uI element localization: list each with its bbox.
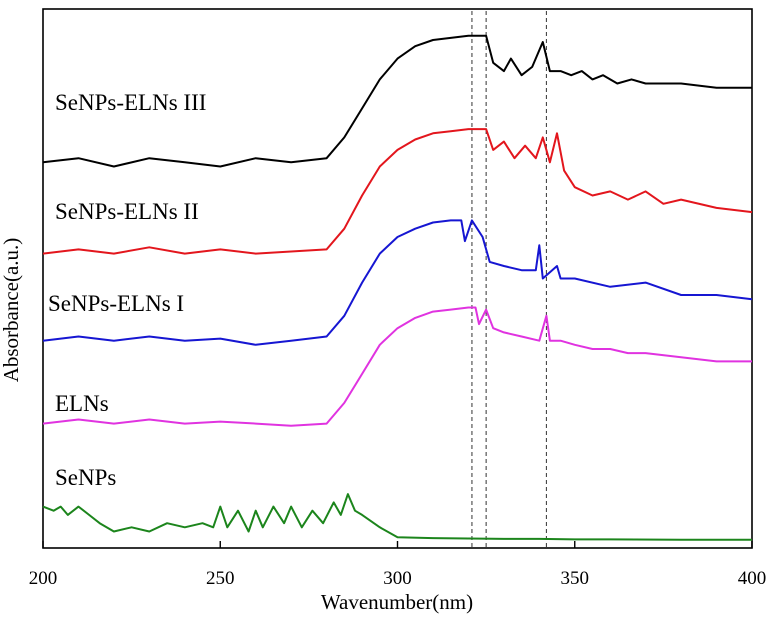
x-axis-label: Wavenumber(nm) xyxy=(321,590,473,614)
series-line-senps-elns-i xyxy=(42,219,753,346)
series-label-elns: ELNs xyxy=(55,391,109,416)
x-tick-label-300: 300 xyxy=(383,568,412,589)
x-axis-ticks: 200 250 300 350 400 xyxy=(29,541,767,589)
series-label-senps-elns-i: SeNPs-ELNs I xyxy=(48,291,184,316)
series-label-senps-elns-iii: SeNPs-ELNs III xyxy=(55,90,206,115)
x-tick-label-200: 200 xyxy=(29,568,58,589)
series-line-senps-elns-iii xyxy=(42,34,752,168)
x-tick-label-350: 350 xyxy=(561,568,590,589)
x-tick-label-400: 400 xyxy=(738,568,767,589)
series-group xyxy=(42,34,753,541)
series-label-senps: SeNPs xyxy=(55,465,116,490)
series-line-senps xyxy=(42,493,752,541)
y-axis-label: Absorbance(a.u.) xyxy=(0,238,23,383)
series-line-elns xyxy=(42,306,752,427)
reference-lines xyxy=(471,11,547,548)
series-line-senps-elns-ii xyxy=(42,128,753,255)
x-tick-label-250: 250 xyxy=(206,568,235,589)
series-label-senps-elns-ii: SeNPs-ELNs II xyxy=(55,199,199,224)
series-labels: SeNPs-ELNs III SeNPs-ELNs II SeNPs-ELNs I E… xyxy=(48,90,206,490)
